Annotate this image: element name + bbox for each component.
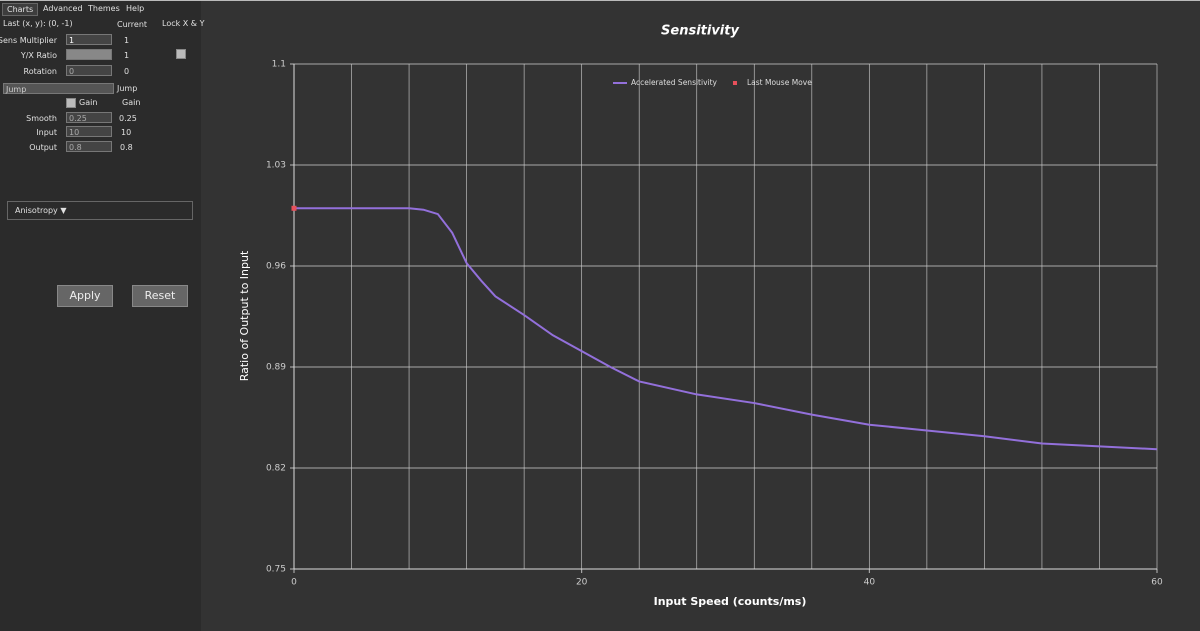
legend-swatch: [732, 81, 737, 85]
y-tick-label: 0.75: [266, 565, 286, 575]
anisotropy-group[interactable]: Anisotropy ▼: [7, 201, 193, 220]
field-label: Rotation: [23, 67, 57, 76]
x-tick-label: 40: [864, 578, 876, 588]
x-axis-label: Input Speed (counts/ms): [654, 595, 807, 608]
menu-item[interactable]: Themes: [88, 4, 120, 13]
mode-select[interactable]: Jump: [3, 83, 114, 94]
field-label: Sens Multiplier: [0, 36, 57, 45]
current-value: 0.8: [120, 143, 133, 152]
current-mode: Jump: [117, 84, 138, 93]
y-tick-label: 0.82: [266, 464, 286, 474]
field-label: Output: [29, 143, 57, 152]
menu-item[interactable]: Help: [126, 4, 145, 13]
settings-panel: Charts Advanced Themes Help Last (x, y):…: [0, 1, 205, 631]
field-label: Y/X Ratio: [20, 51, 57, 60]
text-input[interactable]: 0.25: [66, 112, 112, 123]
current-value: 1: [124, 51, 130, 60]
x-tick-label: 20: [576, 578, 588, 588]
sensitivity-curve: [294, 207, 1158, 451]
y-tick-label: 0.96: [266, 262, 286, 272]
gain-checkbox[interactable]: [66, 98, 76, 108]
mouse-point: [291, 205, 297, 211]
text-input[interactable]: 0: [66, 65, 112, 76]
y-tick-label: 0.89: [266, 363, 286, 373]
current-value: 10: [121, 128, 132, 137]
reset-button[interactable]: Reset: [132, 285, 188, 307]
text-input[interactable]: 10: [66, 126, 112, 137]
x-tick-label: 60: [1151, 578, 1163, 588]
last-position: Last (x, y): (0, -1): [3, 19, 73, 28]
y-tick-label: 1.03: [266, 161, 286, 171]
current-header: Current: [117, 20, 148, 29]
legend-label: Accelerated Sensitivity: [631, 78, 718, 87]
text-input[interactable]: [66, 49, 112, 60]
current-value: 0.25: [119, 114, 137, 123]
gain-label: Gain: [79, 98, 98, 107]
menu-item[interactable]: Advanced: [43, 4, 83, 13]
x-tick-label: 0: [291, 578, 297, 588]
menu-item[interactable]: Charts: [2, 3, 39, 16]
anisotropy-toggle[interactable]: Anisotropy ▼: [15, 206, 67, 215]
current-value: 1: [124, 36, 130, 45]
lock-checkbox[interactable]: [176, 49, 186, 59]
legend-label: Last Mouse Move: [747, 78, 812, 87]
field-label: Smooth: [26, 114, 57, 123]
text-input[interactable]: 1: [66, 34, 112, 45]
current-gain: Gain: [122, 98, 141, 107]
field-label: Input: [36, 128, 57, 137]
lock-label: Lock X & Y: [162, 19, 205, 28]
y-axis-label: Ratio of Output to Input: [238, 250, 251, 381]
y-tick-label: 1.1: [272, 60, 286, 70]
current-value: 0: [124, 67, 130, 76]
chart: Sensitivity Input Speed (counts/ms) Rati…: [238, 24, 1163, 609]
apply-button[interactable]: Apply: [57, 285, 113, 307]
text-input[interactable]: 0.8: [66, 141, 112, 152]
plot-area: [294, 64, 1157, 569]
chart-title: Sensitivity: [661, 24, 739, 39]
